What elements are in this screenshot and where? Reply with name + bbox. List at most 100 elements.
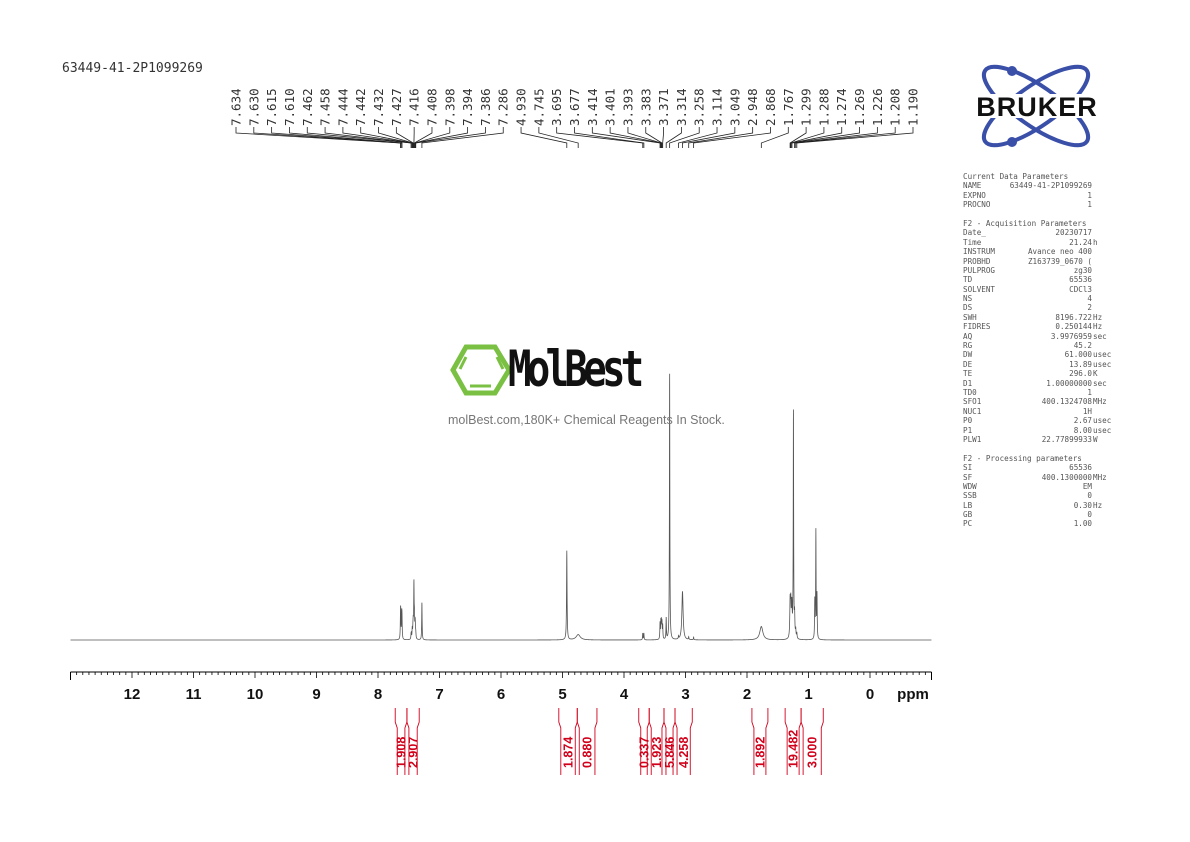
peak-label-connector <box>662 127 664 148</box>
x-tick-label: 3 <box>681 686 689 703</box>
parameter-unit: sec <box>1093 378 1107 388</box>
peak-label: 3.414 <box>585 88 600 126</box>
peak-label: 4.930 <box>514 88 529 126</box>
x-tick-label: 0 <box>866 686 874 703</box>
parameter-row: LB 0.30 Hz <box>963 501 1123 510</box>
integral-bracket <box>394 708 398 775</box>
parameter-value: 63449-41-2P1099269 <box>1009 181 1092 191</box>
peak-label: 7.615 <box>264 88 279 126</box>
peak-label: 3.383 <box>638 88 653 126</box>
peak-label: 7.442 <box>353 88 368 126</box>
parameter-name: PULPROG <box>963 265 996 275</box>
integral-bracket <box>689 708 693 775</box>
parameter-value: 21.24 <box>1069 237 1092 247</box>
peak-label: 7.432 <box>371 88 386 126</box>
parameter-row: TE 296.0 K <box>963 369 1123 378</box>
parameter-row: PROBHD Z163739_0670 ( <box>963 257 1123 266</box>
integral-region: 1.923 <box>648 708 665 775</box>
parameter-name: SF <box>963 472 973 482</box>
parameter-value: EM <box>1082 481 1092 491</box>
peak-label: 1.288 <box>816 88 831 126</box>
parameter-name: PROCNO <box>963 200 991 210</box>
parameter-name: PC <box>963 519 973 529</box>
parameter-unit: MHz <box>1093 472 1107 482</box>
parameter-value: 1.00 <box>1073 519 1092 529</box>
integral-value: 3.000 <box>806 737 820 768</box>
x-tick-label: 2 <box>743 686 751 703</box>
parameter-value: 0 <box>1087 491 1092 501</box>
parameter-value: 1 <box>1087 200 1092 210</box>
parameter-value: CDCl3 <box>1069 284 1092 294</box>
parameter-unit: Hz <box>1093 312 1103 322</box>
parameter-name: NAME <box>963 181 982 191</box>
integral-value: 1.874 <box>562 737 576 768</box>
peak-label: 7.386 <box>478 88 493 126</box>
parameter-value: 65536 <box>1069 463 1092 473</box>
x-tick-label: 1 <box>804 686 812 703</box>
integral-bracket <box>674 708 678 775</box>
parameter-name: P1 <box>963 425 973 435</box>
parameter-row: PLW1 22.77899933 W <box>963 435 1123 444</box>
watermark-tagline: molBest.com,180K+ Chemical Reagents In S… <box>448 413 725 427</box>
parameter-section-title: F2 - Processing parameters <box>963 453 1082 463</box>
parameter-row: SOLVENT CDCl3 <box>963 285 1123 294</box>
peak-label: 7.416 <box>407 88 422 126</box>
parameter-name: TE <box>963 369 973 379</box>
parameter-value: 45.2 <box>1073 341 1092 351</box>
peak-label: 7.286 <box>496 88 511 126</box>
peak-label: 7.462 <box>300 88 315 126</box>
peak-label-connector <box>682 127 736 148</box>
integral-region: 2.907 <box>406 708 421 775</box>
peak-label-connector <box>414 127 469 148</box>
peak-label: 7.610 <box>282 88 297 126</box>
peak-label: 3.393 <box>620 88 635 126</box>
parameter-unit: Hz <box>1093 322 1103 332</box>
peak-label: 1.299 <box>799 88 814 126</box>
spectrum-trace <box>70 373 932 641</box>
peak-label: 1.767 <box>781 88 796 126</box>
integral-region: 0.337 <box>637 708 651 775</box>
integral-value: 1.892 <box>753 737 767 768</box>
parameter-row: NAME 63449-41-2P1099269 <box>963 181 1123 190</box>
x-axis: 12 11 10 9 8 7 6 5 4 3 2 1 0 ppm <box>70 671 932 703</box>
peak-label-connector <box>688 127 754 148</box>
parameter-value: 1 <box>1087 190 1092 200</box>
parameter-row: TD0 1 <box>963 388 1123 397</box>
peak-label: 7.408 <box>424 88 439 126</box>
parameter-row: AQ 3.9976959 sec <box>963 332 1123 341</box>
integral-bracket <box>820 708 824 775</box>
x-tick-label: 7 <box>435 686 443 703</box>
parameter-row: WDW EM <box>963 482 1123 491</box>
parameter-value: 4 <box>1087 294 1092 304</box>
spectrum <box>70 373 932 641</box>
parameter-value: 13.89 <box>1069 359 1092 369</box>
parameter-value: 20230717 <box>1055 228 1092 238</box>
parameter-row: TD 65536 <box>963 275 1123 284</box>
parameter-row: D1 1.00000000 sec <box>963 379 1123 388</box>
x-tick-label: 4 <box>620 686 629 703</box>
parameter-name: SFO1 <box>963 397 982 407</box>
parameter-name: WDW <box>963 481 977 491</box>
integral-value: 19.482 <box>787 730 801 768</box>
parameter-row: INSTRUM Avance neo 400 <box>963 247 1123 256</box>
peak-label: 3.314 <box>674 88 689 126</box>
parameter-unit: usec <box>1093 350 1112 360</box>
parameter-section-title: F2 - Acquisition Parameters <box>963 218 1087 228</box>
integral-bracket <box>576 708 580 775</box>
peak-label: 2.868 <box>763 88 778 126</box>
integral-region: 1.892 <box>751 708 769 775</box>
parameter-value: 0.30 <box>1073 500 1092 510</box>
peak-label: 1.190 <box>906 88 921 126</box>
x-tick-label: 11 <box>186 686 202 703</box>
peak-label-connector <box>693 127 771 148</box>
parameter-value: Avance neo 400 <box>1027 247 1092 257</box>
parameter-row: EXPNO 1 <box>963 191 1123 200</box>
parameter-name: D1 <box>963 378 973 388</box>
integral-bracket <box>406 708 410 775</box>
peak-label-connector <box>627 127 662 148</box>
parameter-row: DW 61.000 usec <box>963 350 1123 359</box>
parameter-unit: MHz <box>1093 397 1107 407</box>
watermark-logo-text: MolBest <box>508 340 644 398</box>
parameter-row: FIDRES 0.250144 Hz <box>963 322 1123 331</box>
parameter-unit: usec <box>1093 416 1112 426</box>
